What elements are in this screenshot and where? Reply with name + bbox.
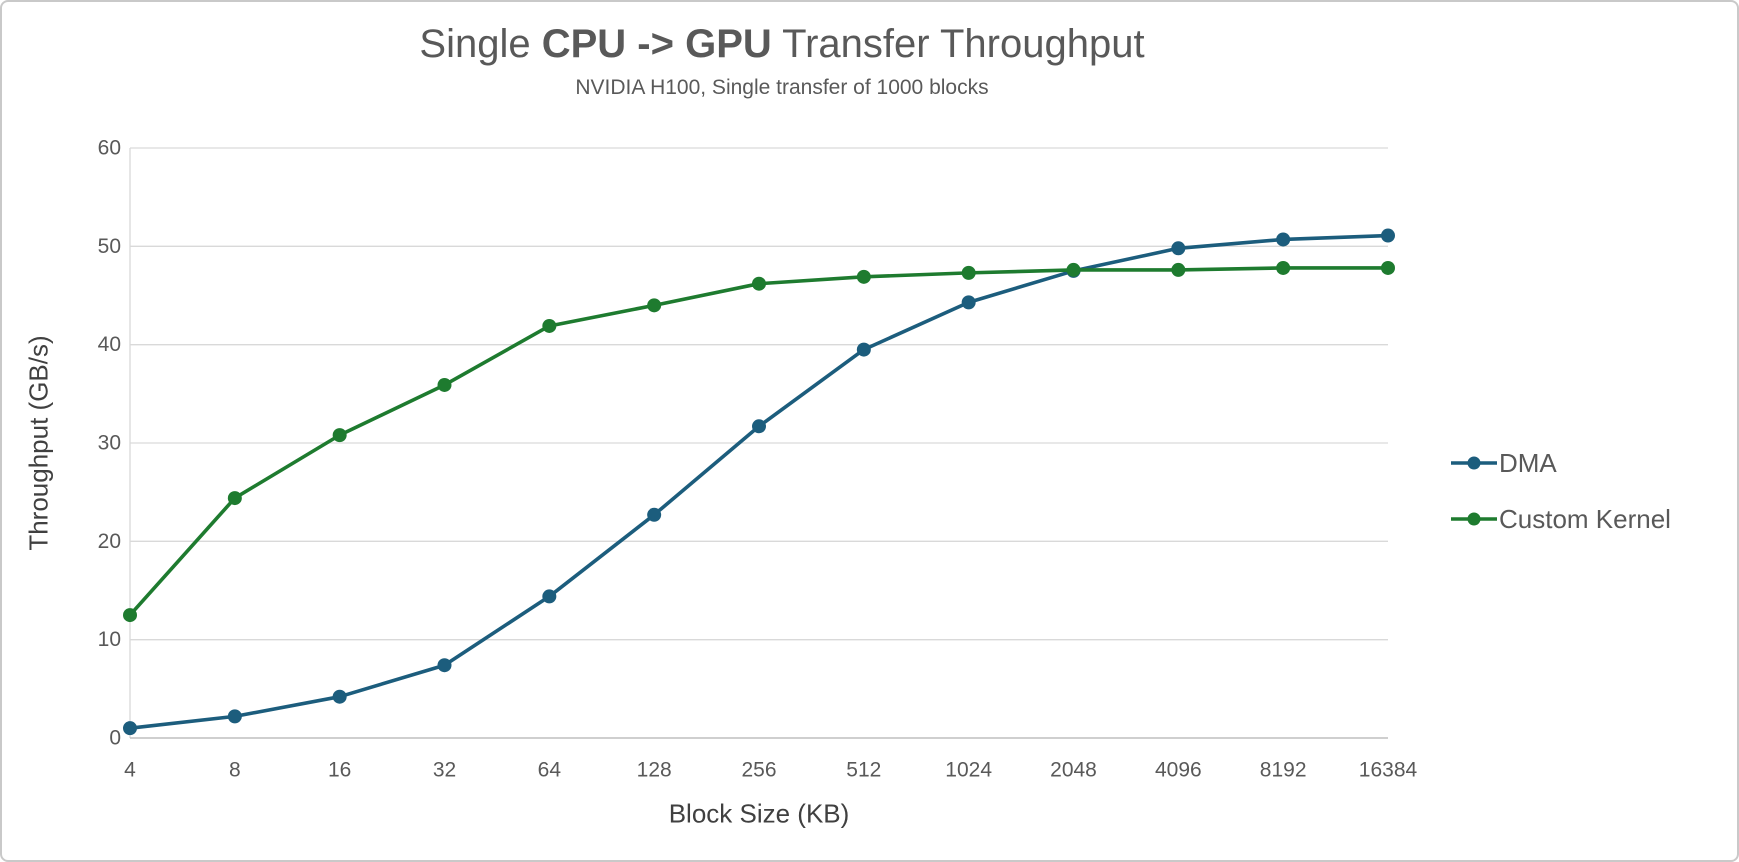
data-point-custom-kernel-1024	[961, 265, 976, 280]
y-tick-label-20: 20	[98, 530, 121, 553]
x-tick-label-2048: 2048	[1050, 759, 1097, 782]
x-axis-title: Block Size (KB)	[668, 798, 850, 829]
x-tick-label-512: 512	[846, 759, 881, 782]
x-tick-label-8: 8	[229, 759, 241, 782]
series-line-dma	[128, 233, 1390, 730]
y-tick-label-0: 0	[109, 727, 121, 750]
data-point-custom-kernel-128	[647, 298, 662, 313]
data-point-custom-kernel-16	[332, 428, 347, 443]
x-tick-label-16: 16	[328, 759, 351, 782]
data-point-custom-kernel-64	[542, 318, 557, 333]
x-tick-label-16384: 16384	[1359, 759, 1418, 782]
chart-title-part: Transfer Throughput	[771, 22, 1145, 66]
legend-label-custom-kernel: Custom Kernel	[1499, 503, 1671, 534]
y-tick-label-60: 60	[98, 137, 121, 160]
x-tick-label-128: 128	[637, 759, 672, 782]
data-point-dma-1024	[961, 295, 976, 310]
data-point-dma-16384	[1381, 228, 1395, 243]
legend-item-dma: DMA	[1450, 435, 1671, 491]
data-point-dma-32	[437, 658, 452, 673]
y-tick-label-10: 10	[98, 628, 121, 651]
data-point-dma-8192	[1276, 232, 1291, 247]
legend-label-dma: DMA	[1499, 447, 1557, 478]
x-tick-label-4: 4	[124, 759, 136, 782]
data-point-dma-256	[752, 419, 766, 434]
data-point-custom-kernel-16384	[1381, 260, 1395, 275]
data-point-custom-kernel-2048	[1066, 262, 1081, 277]
y-tick-label-40: 40	[98, 333, 121, 356]
legend-item-custom-kernel: Custom Kernel	[1450, 491, 1671, 547]
x-tick-label-32: 32	[433, 759, 456, 782]
data-point-dma-4096	[1171, 241, 1186, 256]
legend: DMA Custom Kernel	[1450, 435, 1671, 547]
chart-title-part: CPU -> GPU	[541, 22, 772, 66]
chart-title: Single CPU -> GPU Transfer Throughput	[2, 22, 1562, 67]
x-tick-label-64: 64	[538, 759, 562, 782]
data-point-dma-64	[542, 589, 557, 604]
legend-dot	[1467, 512, 1481, 526]
x-tick-label-1024: 1024	[945, 759, 992, 782]
legend-dot	[1467, 456, 1481, 470]
data-point-dma-8	[227, 709, 242, 724]
y-tick-label-50: 50	[98, 235, 121, 258]
data-point-custom-kernel-4	[123, 608, 137, 623]
legend-marker-icon	[1451, 512, 1497, 526]
data-point-custom-kernel-8	[227, 491, 242, 506]
data-point-dma-4	[123, 721, 137, 736]
data-point-dma-16	[332, 689, 347, 704]
data-point-custom-kernel-512	[856, 269, 871, 284]
x-tick-label-8192: 8192	[1260, 759, 1307, 782]
chart-title-part: Single	[419, 22, 542, 66]
x-tick-label-4096: 4096	[1155, 759, 1202, 782]
x-tick-label-256: 256	[741, 759, 776, 782]
data-point-dma-128	[647, 507, 662, 522]
data-point-custom-kernel-32	[437, 377, 452, 392]
data-point-custom-kernel-4096	[1171, 262, 1186, 277]
legend-marker-icon	[1451, 456, 1497, 470]
data-point-custom-kernel-256	[752, 276, 766, 291]
chart-subtitle: NVIDIA H100, Single transfer of 1000 blo…	[575, 76, 989, 99]
data-point-dma-512	[856, 342, 871, 357]
series-line-custom-kernel	[128, 266, 1390, 617]
data-point-custom-kernel-8192	[1276, 260, 1291, 275]
y-tick-label-30: 30	[98, 432, 121, 455]
